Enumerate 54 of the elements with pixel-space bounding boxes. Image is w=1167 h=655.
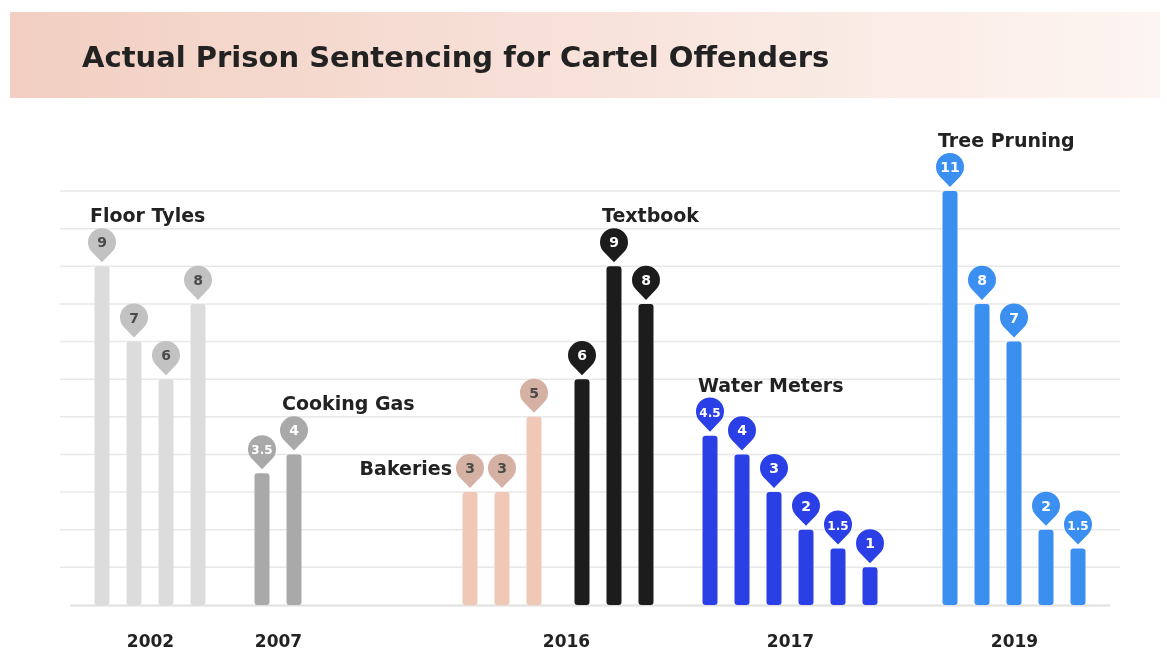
bar [526, 416, 542, 605]
bar [606, 266, 622, 605]
bar [638, 303, 654, 605]
data-label: 8 [977, 271, 987, 288]
bar [862, 567, 878, 605]
data-label: 6 [161, 347, 171, 364]
text: Tree Pruning [938, 129, 1075, 151]
data-label: 1 [865, 535, 875, 552]
data-label: 11 [940, 159, 960, 175]
data-label: 3.5 [251, 443, 273, 458]
x-tick-label: 2017 [766, 631, 815, 652]
data-label: 7 [129, 309, 139, 326]
chart-title: Actual Prison Sentencing for Cartel Offenders [82, 40, 830, 74]
data-label: 4.5 [699, 405, 721, 420]
data-label: 1.5 [1067, 518, 1089, 533]
bar [1006, 341, 1022, 605]
data-label: 3 [769, 460, 779, 477]
data-label: 9 [97, 234, 107, 251]
bar [254, 473, 270, 605]
text: Floor Tyles [90, 204, 206, 227]
text: Cooking Gas [282, 392, 415, 415]
data-label: 3 [465, 460, 475, 477]
data-label: 1.5 [827, 518, 849, 533]
bar [1038, 529, 1054, 605]
bar [942, 191, 958, 605]
data-label: 7 [1009, 309, 1019, 326]
data-label: 8 [193, 271, 203, 288]
bar [494, 492, 510, 605]
data-label: 5 [529, 384, 539, 401]
bar [734, 454, 750, 605]
data-label: 4 [737, 422, 748, 439]
bar [1070, 548, 1086, 605]
series-label: Bakeries [359, 457, 452, 480]
x-tick-label: 2019 [990, 631, 1039, 652]
text: Water Meters [698, 373, 844, 396]
data-label: 3 [497, 460, 507, 477]
bar [462, 492, 478, 605]
bar [974, 303, 990, 605]
x-tick-label: 2016 [542, 631, 591, 652]
x-tick-label: 2007 [254, 631, 303, 652]
bar [702, 435, 718, 605]
data-label: 8 [641, 271, 651, 288]
text: Textbook [602, 204, 700, 227]
bar [766, 492, 782, 605]
bar [798, 529, 814, 605]
data-label: 4 [289, 422, 300, 439]
data-label: 9 [609, 234, 619, 251]
bar [830, 548, 846, 605]
bar [574, 379, 590, 605]
data-label: 2 [1041, 497, 1051, 514]
bar [286, 454, 302, 605]
data-label: 6 [577, 347, 587, 364]
data-label: 2 [801, 497, 811, 514]
x-tick-label: 2002 [126, 631, 175, 652]
